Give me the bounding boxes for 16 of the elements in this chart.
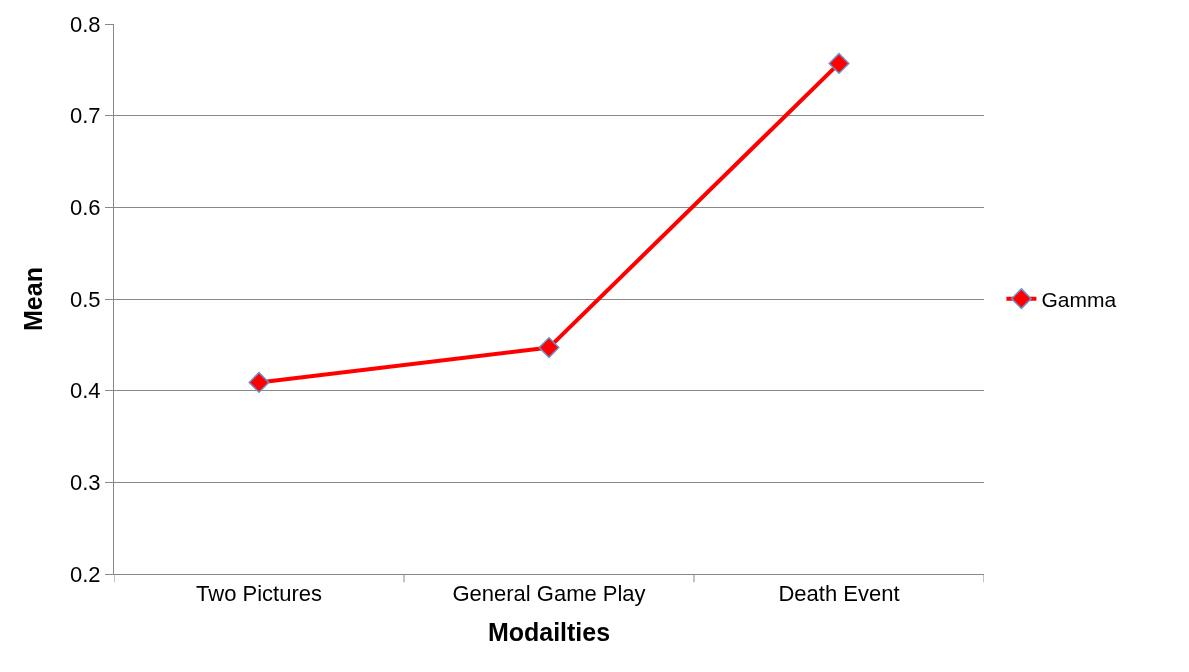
point <box>828 52 850 74</box>
y-tick-label: 0.2 <box>70 561 101 587</box>
y-tick-label: 0.5 <box>70 286 101 312</box>
x-tick-label: Two Pictures <box>196 581 322 607</box>
y-tick-label: 0.6 <box>70 195 101 221</box>
point <box>538 337 560 359</box>
y-tick-label: 0.3 <box>70 470 101 496</box>
x-tick-label: Death Event <box>778 581 900 607</box>
y-tick-label: 0.4 <box>70 378 101 404</box>
point <box>248 371 270 393</box>
legend-label: Gamma <box>1041 287 1117 311</box>
x-tick-label: General Game Play <box>452 581 646 607</box>
y-tick-label: 0.7 <box>70 103 101 129</box>
y-tick-label: 0.8 <box>70 11 101 37</box>
x-axis-title: Modailties <box>487 618 611 647</box>
y-axis-title: Mean <box>18 267 47 331</box>
